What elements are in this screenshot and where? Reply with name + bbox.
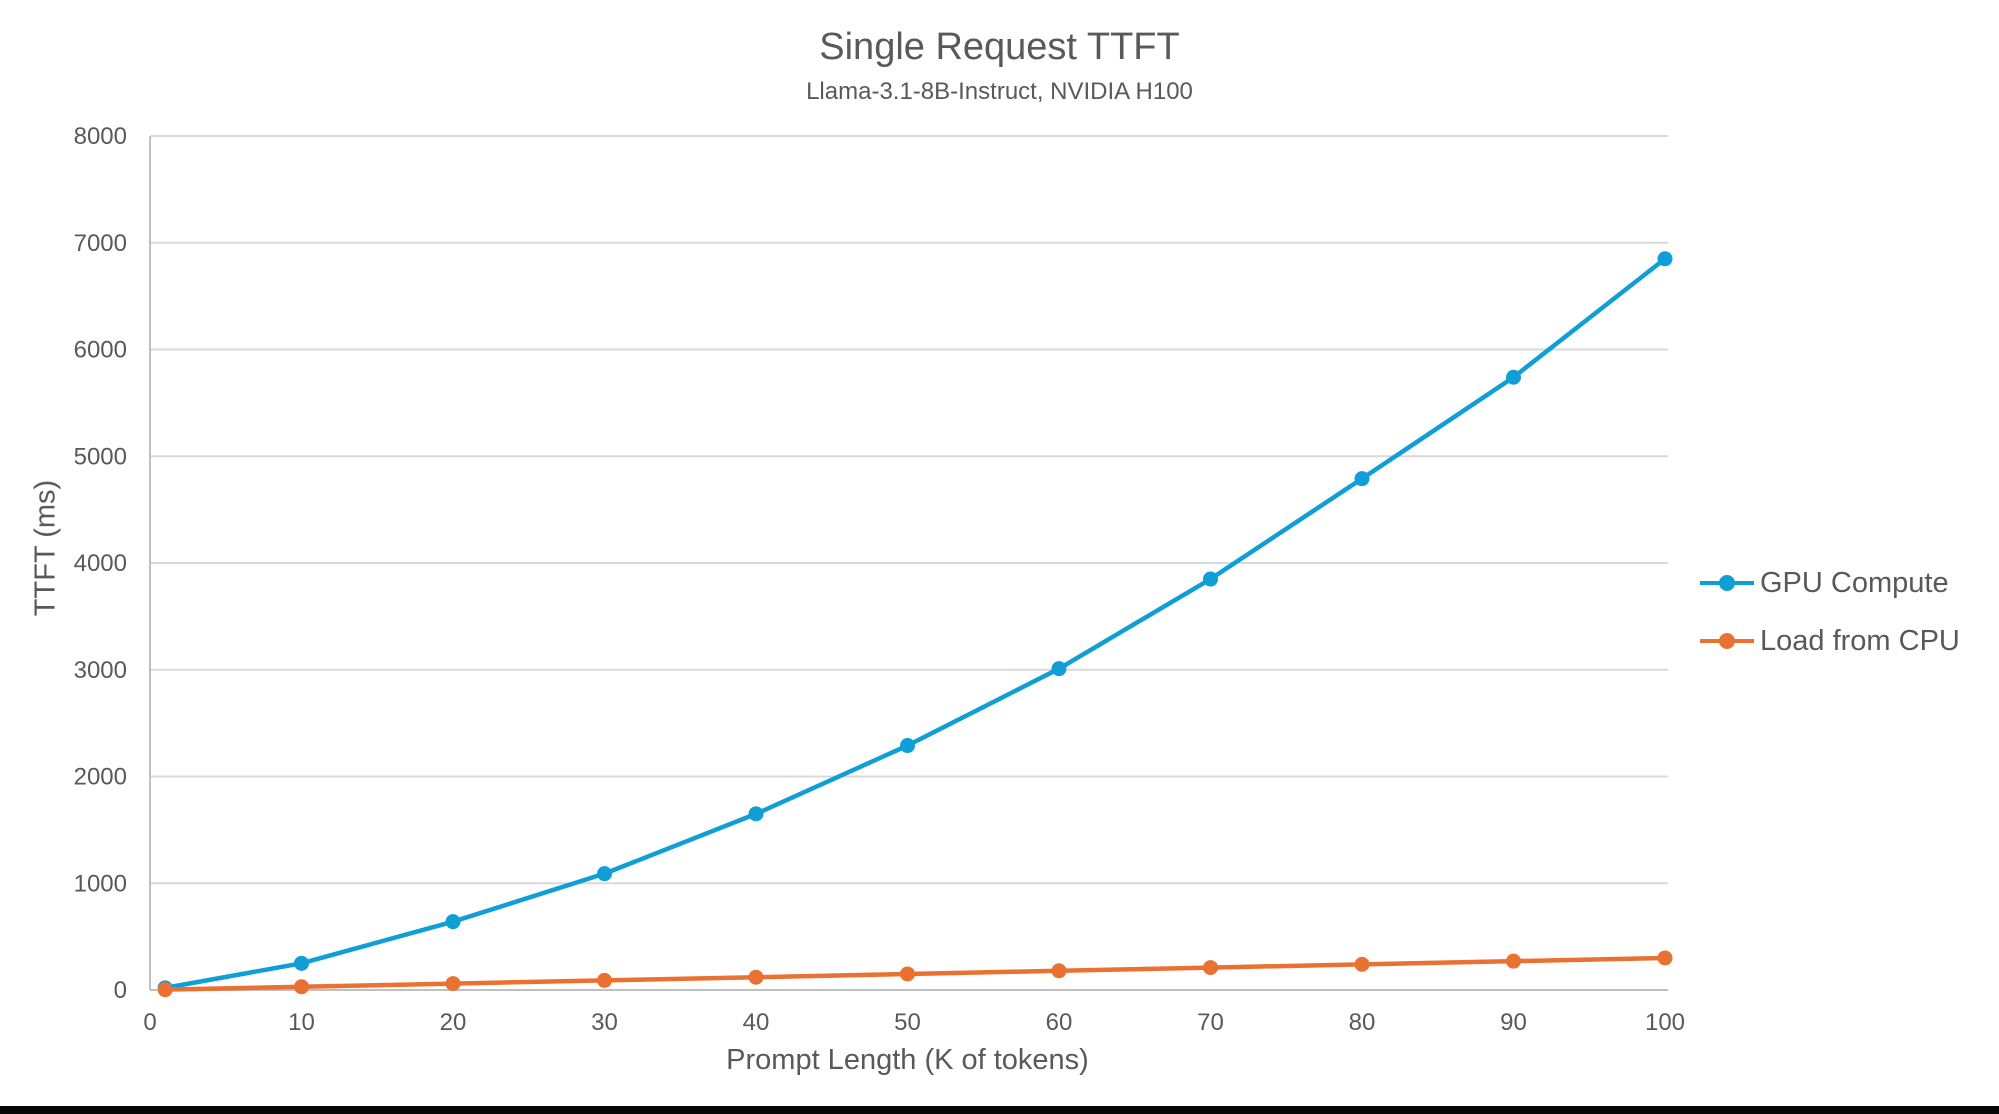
legend-item-gpu-compute: GPU Compute (1700, 564, 1960, 602)
data-point-0-80 (1354, 471, 1370, 487)
y-axis-title: TTFT (ms) (29, 479, 62, 617)
data-point-0-90 (1506, 369, 1521, 385)
x-axis-title: Prompt Length (K of tokens) (726, 1044, 1089, 1076)
data-point-0-20 (445, 914, 461, 930)
data-point-1-80 (1354, 956, 1370, 972)
data-point-0-70 (1203, 571, 1218, 587)
data-point-1-90 (1506, 953, 1521, 969)
data-point-1-1 (157, 982, 173, 998)
y-tick-label-3000: 3000 (74, 657, 127, 684)
series-line-0 (162, 256, 1668, 991)
data-point-1-40 (748, 969, 764, 985)
series-line-1 (162, 955, 1668, 992)
y-tick-label-2000: 2000 (74, 764, 127, 791)
x-tick-label-90: 90 (1500, 1009, 1527, 1036)
x-tick-label-100: 100 (1645, 1009, 1685, 1036)
legend-label-gpu-compute: GPU Compute (1760, 566, 1949, 599)
y-tick-label-7000: 7000 (74, 230, 127, 257)
data-point-1-10 (294, 979, 309, 995)
x-tick-label-40: 40 (743, 1009, 770, 1036)
window-bottom-edge (0, 1106, 1999, 1114)
data-point-0-10 (294, 955, 309, 971)
y-tick-label-4000: 4000 (74, 550, 127, 577)
y-tick-label-0: 0 (114, 977, 127, 1004)
x-tick-label-80: 80 (1349, 1009, 1376, 1036)
x-tick-label-50: 50 (894, 1009, 921, 1036)
data-point-0-60 (1051, 661, 1067, 677)
y-tick-label-8000: 8000 (74, 123, 127, 150)
legend-label-load-from-cpu: Load from CPU (1760, 624, 1960, 657)
y-tick-label-5000: 5000 (74, 443, 127, 470)
x-tick-label-20: 20 (440, 1009, 467, 1036)
legend-marker-load-from-cpu-icon (1700, 633, 1754, 649)
x-tick-label-60: 60 (1046, 1009, 1073, 1036)
legend-marker-gpu-compute-icon (1700, 575, 1754, 591)
chart-subtitle: Llama-3.1-8B-Instruct, NVIDIA H100 (806, 78, 1193, 105)
data-point-0-50 (900, 738, 915, 754)
chart-title: Single Request TTFT (819, 26, 1180, 68)
legend-item-load-from-cpu: Load from CPU (1700, 622, 1960, 660)
x-tick-label-10: 10 (288, 1009, 315, 1036)
data-point-1-50 (900, 966, 915, 982)
data-point-1-30 (597, 972, 612, 988)
x-tick-label-70: 70 (1197, 1009, 1224, 1036)
x-tick-label-30: 30 (591, 1009, 618, 1036)
data-point-1-20 (445, 976, 461, 992)
data-point-0-30 (597, 866, 612, 882)
y-tick-label-6000: 6000 (74, 337, 127, 364)
data-point-0-40 (748, 806, 764, 822)
data-point-1-70 (1203, 960, 1218, 976)
data-point-1-60 (1051, 963, 1067, 979)
x-tick-label-0: 0 (143, 1009, 156, 1036)
data-point-0-100 (1657, 251, 1673, 267)
y-tick-label-1000: 1000 (74, 870, 127, 897)
legend: GPU Compute Load from CPU (1700, 564, 1960, 680)
data-point-1-100 (1657, 950, 1673, 966)
